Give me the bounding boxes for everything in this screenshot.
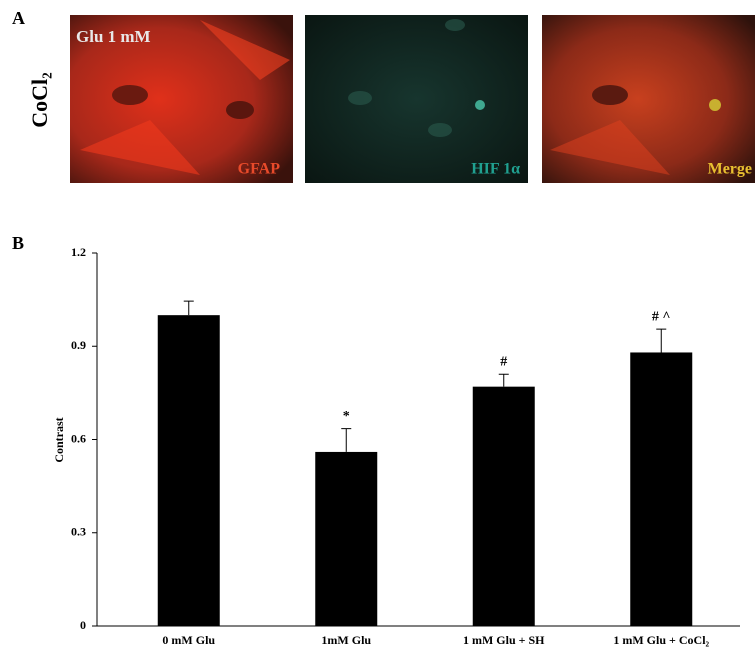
bar [315, 452, 377, 626]
error-bar [184, 301, 194, 315]
panel-label: A [12, 8, 25, 28]
error-bar [341, 429, 351, 452]
x-tick-label: 1mM Glu [321, 633, 371, 647]
x-tick-label: 0 mM Glu [162, 633, 215, 647]
significance-label: * [343, 409, 350, 424]
bar [473, 387, 535, 626]
y-tick-label: 0.6 [71, 431, 86, 445]
bar [158, 315, 220, 626]
x-tick-label: 1 mM Glu + SH [463, 633, 545, 647]
y-tick-label: 0.9 [71, 338, 86, 352]
panel-label: B [12, 233, 24, 253]
channel-label: Merge [708, 161, 752, 178]
micrograph-hif [305, 15, 528, 183]
y-axis-label: Contrast [52, 417, 66, 462]
significance-label: # ^ [652, 309, 671, 324]
condition-label: Glu 1 mM [76, 27, 151, 46]
channel-label: GFAP [238, 161, 281, 178]
bar [630, 352, 692, 626]
x-tick-label: 1 mM Glu + CoCl₂ [613, 633, 709, 647]
y-tick-label: 0.3 [71, 525, 86, 539]
row-label: CoCl₂ [27, 72, 52, 128]
y-tick-label: 0 [80, 618, 86, 632]
channel-label: HIF 1α [471, 161, 520, 178]
error-bar [499, 374, 509, 386]
significance-label: # [500, 354, 507, 369]
micrograph-merge [542, 15, 755, 183]
error-bar [656, 329, 666, 352]
figure: A CoCl₂ Glu 1 mM GFAP HIF 1α Merge B Con… [0, 0, 755, 651]
y-tick-label: 1.2 [71, 245, 86, 259]
